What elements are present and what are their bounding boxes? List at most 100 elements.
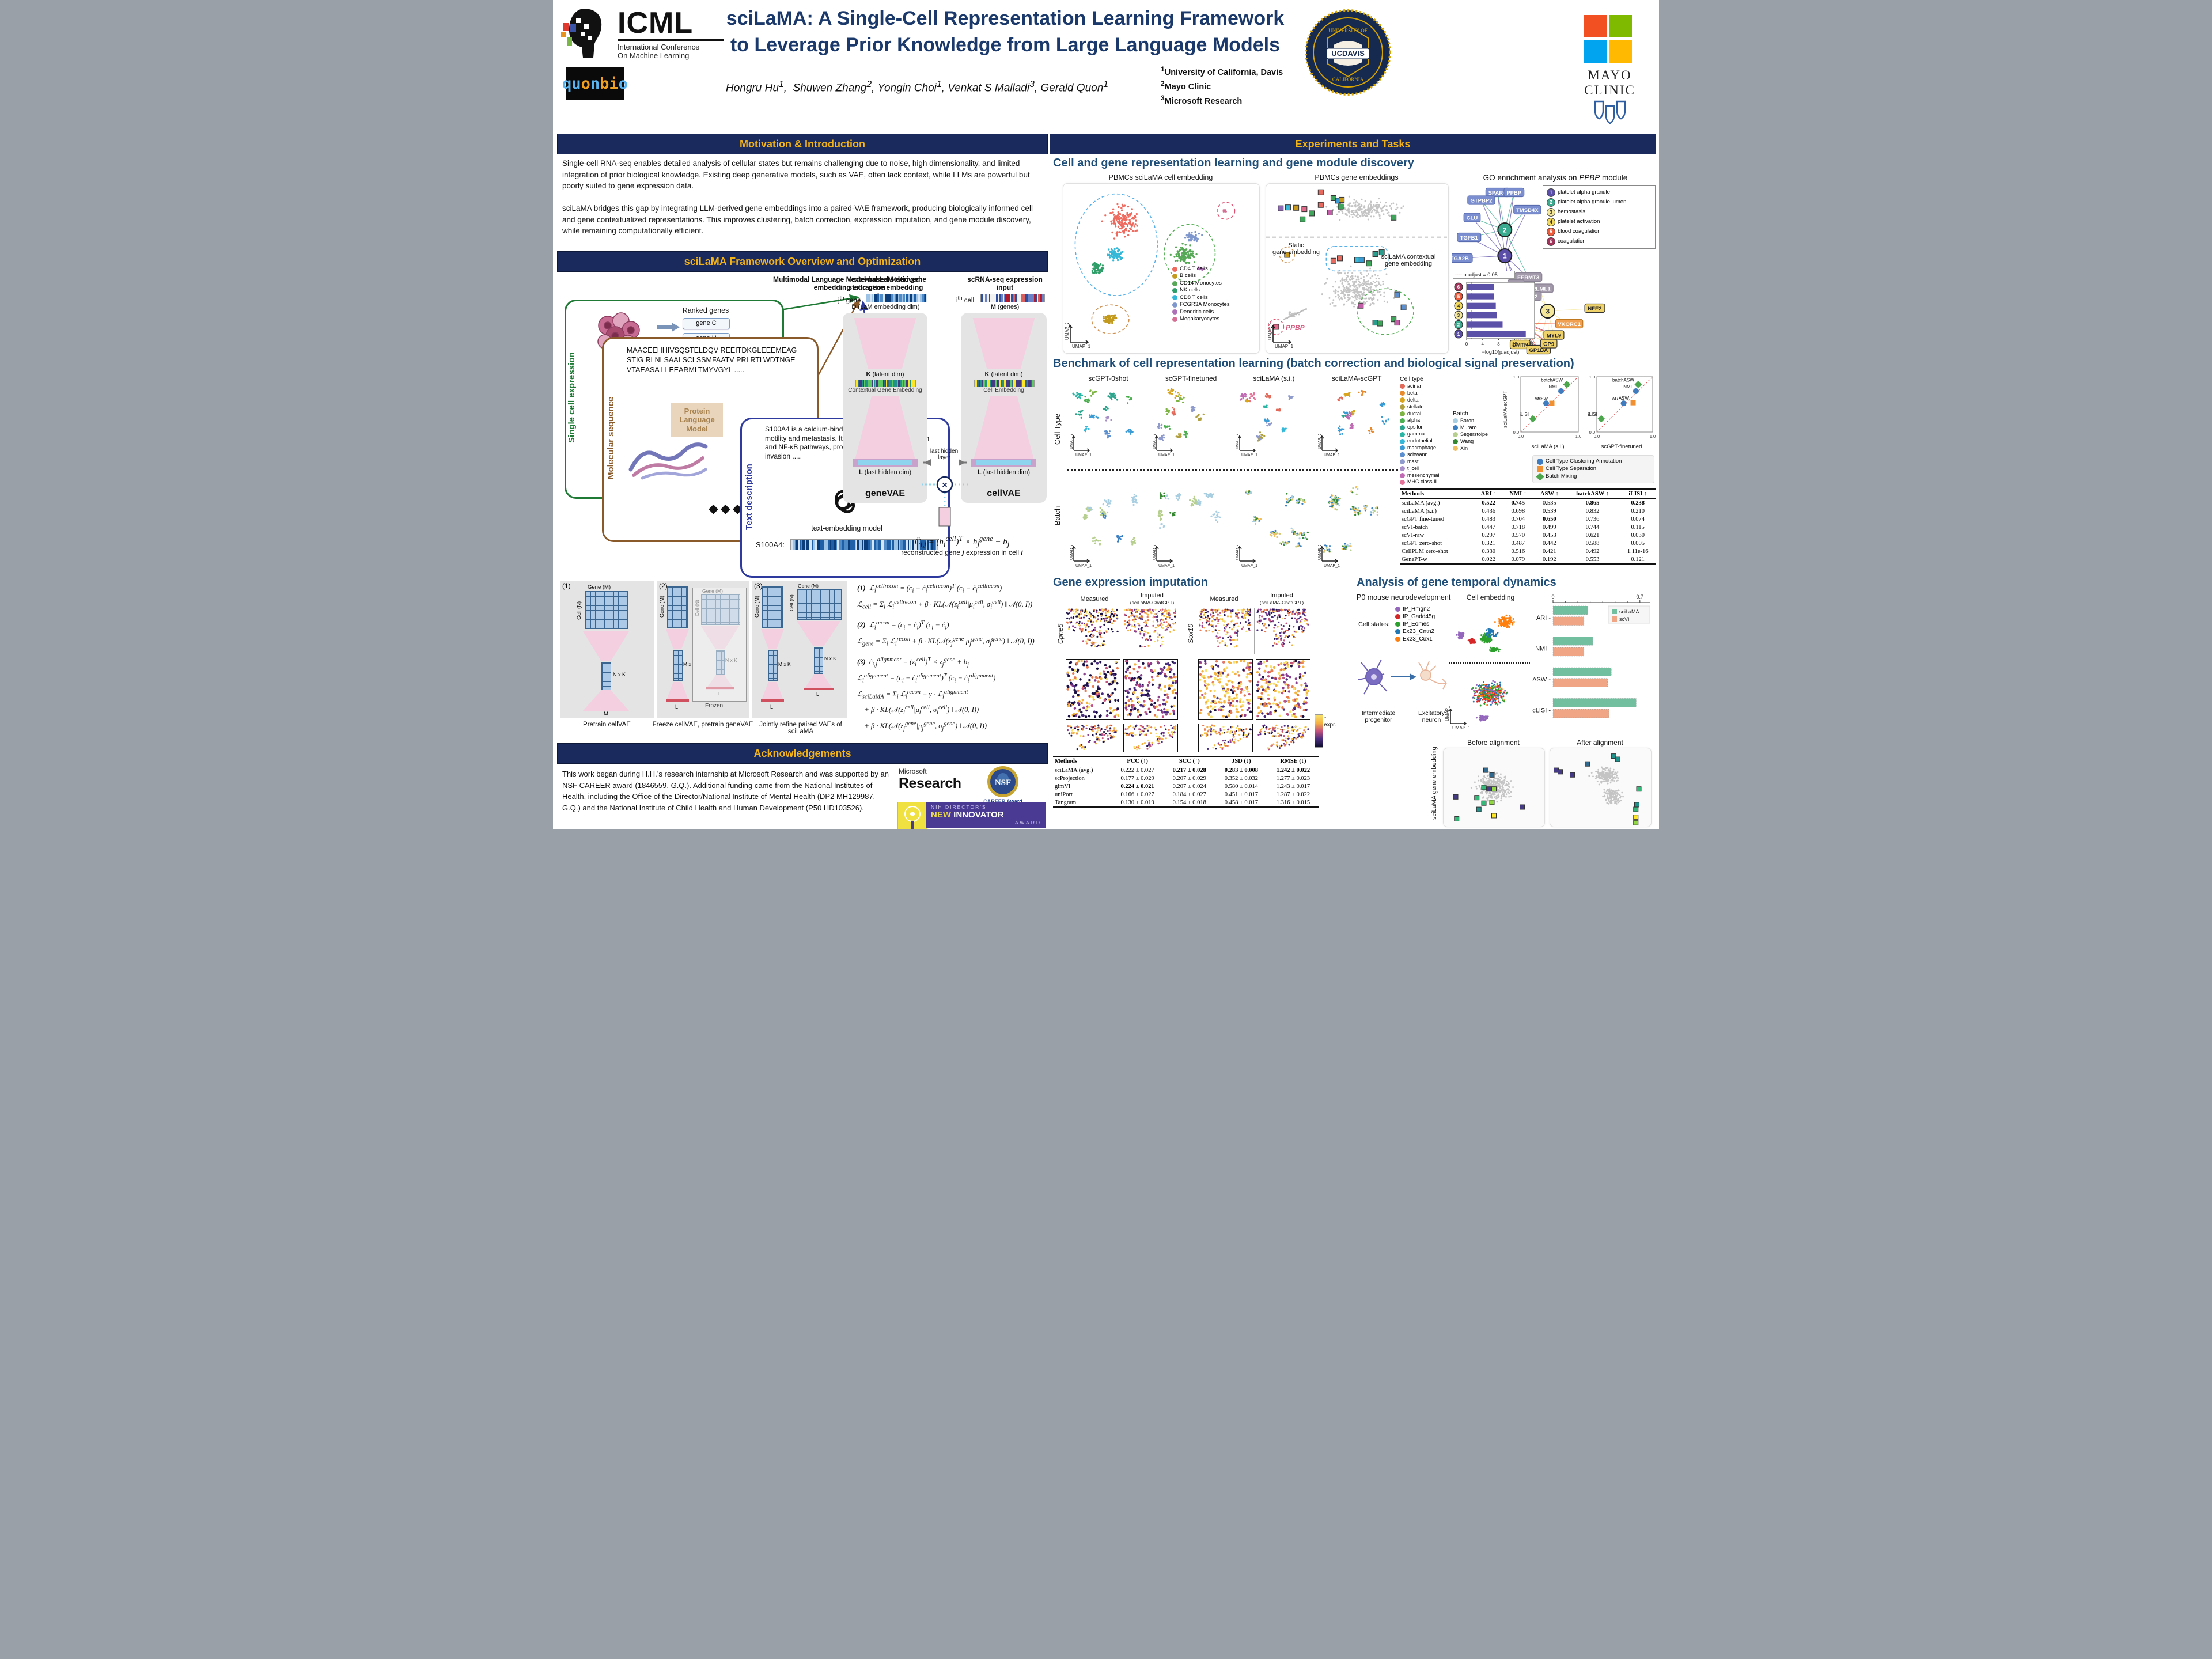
stage3-gene-l-label: L bbox=[770, 704, 774, 710]
stage3-cell-label: Cell (N) bbox=[789, 594, 794, 612]
benchmark-grid: scGPT-0shot scGPT-finetuned sciLaMA (s.i.)… bbox=[1067, 374, 1398, 575]
legend-label: CD4 T cells bbox=[1180, 266, 1208, 272]
legend-swatch: 1 bbox=[1547, 188, 1555, 197]
legend-item: Megakaryocytes bbox=[1172, 316, 1259, 322]
table-cell: 0.166 ± 0.027 bbox=[1120, 791, 1154, 798]
equation-line: ℒsciLaMA = Σi ℒirecon + γ · ℒialignment bbox=[857, 688, 968, 700]
stage2-panel: (2) Gene (M) M x K L Gene (M) Cell (N) N… bbox=[657, 581, 749, 718]
stage3-gene-label: Gene (M) bbox=[754, 596, 760, 618]
table-cell: 0.115 bbox=[1631, 524, 1645, 531]
legend-label: acinar bbox=[1407, 383, 1422, 389]
benchmark-umap-panel bbox=[1152, 386, 1230, 454]
legend-swatch bbox=[1400, 404, 1405, 410]
expr-label: ↑ expr. bbox=[1324, 715, 1336, 728]
gene-input-barcode bbox=[866, 294, 927, 302]
table-cell: 0.283 ± 0.008 bbox=[1224, 767, 1258, 774]
table-cell: 1.11e-16 bbox=[1627, 548, 1649, 555]
table-cell: 1.242 ± 0.022 bbox=[1276, 767, 1310, 774]
table-cell: 0.718 bbox=[1511, 524, 1525, 531]
svg-text:ARI: ARI bbox=[1535, 396, 1542, 402]
svg-text:5: 5 bbox=[1457, 294, 1460, 300]
svg-text:0.0: 0.0 bbox=[1518, 434, 1524, 439]
text-description-label: Text description bbox=[744, 464, 754, 530]
legend-item: CD4 T cells bbox=[1172, 266, 1259, 272]
legend-swatch bbox=[1453, 446, 1458, 451]
contextual-gene-embedding-label: Contextual Gene Embedding bbox=[848, 387, 922, 393]
legend-swatch bbox=[1400, 411, 1405, 416]
svg-text:UMAP_1: UMAP_1 bbox=[1072, 344, 1091, 349]
temporal-dataset-label: P0 mouse neurodevelopment bbox=[1357, 593, 1451, 601]
svg-text:CLU: CLU bbox=[1467, 215, 1478, 222]
stage1-matrix bbox=[585, 591, 628, 629]
svg-text:PPBP: PPBP bbox=[1506, 190, 1522, 196]
legend-label: blood coagulation bbox=[1558, 228, 1601, 235]
svg-text:TGFB1: TGFB1 bbox=[1460, 235, 1479, 241]
celltype-legend: acinar beta delta stellate ductal alpha epsilo… bbox=[1400, 383, 1450, 485]
table-cell: 0.321 bbox=[1482, 540, 1495, 547]
table-cell: 0.217 ± 0.028 bbox=[1172, 767, 1206, 774]
table-cell: 0.224 ± 0.021 bbox=[1120, 783, 1154, 790]
legend-item: NK cells bbox=[1172, 287, 1259, 293]
stage2-frozen-cell-label: Cell (N) bbox=[694, 600, 700, 617]
legend-item: 5 blood coagulation bbox=[1547, 228, 1652, 236]
table-cell: 0.499 bbox=[1542, 524, 1556, 531]
umap-axis: UMAP_1 UMAP_2 bbox=[1152, 434, 1175, 457]
legend-item: MHC class II bbox=[1400, 479, 1450, 485]
benchmark-title: Benchmark of cell representation learnin… bbox=[1053, 357, 1574, 370]
legend-item: FCGR3A Monocytes bbox=[1172, 301, 1259, 308]
benchmark-column-title: sciLaMA (s.i.) bbox=[1253, 374, 1295, 382]
ms-square-yellow bbox=[1609, 40, 1632, 63]
go-title: GO enrichment analysis on PPBP module bbox=[1483, 173, 1628, 182]
legend-swatch bbox=[1395, 629, 1400, 634]
metric-scatter1-xlabel: sciLaMA (s.i.) bbox=[1531, 444, 1565, 450]
table-row: gimVI 0.224 ± 0.021 0.207 ± 0.024 0.580 ± 0… bbox=[1053, 782, 1319, 790]
legend-label: platelet alpha granule bbox=[1558, 189, 1610, 196]
table-header: ASW ↑ bbox=[1533, 488, 1566, 499]
table-cell: 0.535 bbox=[1542, 499, 1556, 506]
table-cell: uniPort bbox=[1055, 791, 1073, 798]
quonbio-logo: quonbio bbox=[562, 67, 628, 100]
legend-swatch bbox=[1400, 418, 1405, 423]
table-cell: 0.650 bbox=[1542, 516, 1556, 522]
cell-latent-strip bbox=[974, 380, 1035, 387]
ucdavis-seal: UNIVERSITY OF CALIFORNIA UCDAVIS bbox=[1305, 9, 1391, 96]
research-word: Research bbox=[899, 775, 961, 791]
stage3-caption: Jointly refine paired VAEs of sciLaMA bbox=[759, 721, 842, 735]
svg-text:UMAP_2: UMAP_2 bbox=[1236, 434, 1240, 449]
stage3-mxk-label: M x K bbox=[778, 661, 791, 667]
svg-text:0: 0 bbox=[1465, 342, 1468, 347]
svg-text:UMAP_2: UMAP_2 bbox=[1070, 434, 1074, 449]
table-cell: 0.704 bbox=[1511, 516, 1525, 522]
table-row: uniPort 0.166 ± 0.027 0.184 ± 0.027 0.451 ±… bbox=[1053, 790, 1319, 798]
motivation-paragraph-1: Single-cell RNA-seq enables detailed ana… bbox=[562, 159, 1030, 191]
legend-label: Segerstolpe bbox=[1460, 431, 1488, 437]
table-cell: scGPT zero-shot bbox=[1402, 540, 1442, 547]
legend-swatch bbox=[1395, 622, 1400, 627]
svg-text:NFE2: NFE2 bbox=[1588, 306, 1601, 312]
pbmc-umap-axis: UMAP_1 UMAP_2 bbox=[1065, 323, 1091, 349]
legend-item: 6 coagulation bbox=[1547, 237, 1652, 246]
legend-item: Cell Type Separation bbox=[1537, 465, 1650, 472]
legend-item: acinar bbox=[1400, 383, 1450, 389]
loss-equations: (1) ℒicellrecon = (ci − ĉicellrecon)T (c… bbox=[857, 581, 1047, 734]
svg-text:NMI: NMI bbox=[1623, 384, 1632, 389]
nih-new-innovator-badge: NIH DIRECTOR'S NEW NEW INNOVATORINNOVATO… bbox=[926, 802, 1046, 828]
legend-label: Ex23_Cntn2 bbox=[1403, 628, 1435, 635]
equation-line: + β · KL(𝒩(zicell|μicell, σicell) ‖ 𝒩(0,… bbox=[857, 704, 979, 717]
svg-text:16: 16 bbox=[1528, 342, 1533, 347]
imputation-title: Gene expression imputation bbox=[1053, 576, 1208, 589]
stage3-gene-encoder bbox=[761, 629, 784, 649]
stage2-gene-l-label: L bbox=[675, 704, 679, 710]
cell-embedding-label: Cell Embedding bbox=[983, 387, 1024, 393]
stage1-m-label: M bbox=[604, 711, 608, 717]
stage3-cell-matrix bbox=[797, 589, 842, 620]
legend-item: 1 platelet alpha granule bbox=[1547, 188, 1652, 197]
stage3-gene-lbar bbox=[761, 699, 784, 702]
legend-item: Wang bbox=[1453, 438, 1503, 445]
table-cell: 0.487 bbox=[1511, 540, 1525, 547]
legend-item: stellate bbox=[1400, 404, 1450, 410]
svg-text:UMAP_2: UMAP_2 bbox=[1153, 545, 1157, 560]
go-legend-box: 1 platelet alpha granule 2 platelet alpha g… bbox=[1543, 185, 1656, 249]
